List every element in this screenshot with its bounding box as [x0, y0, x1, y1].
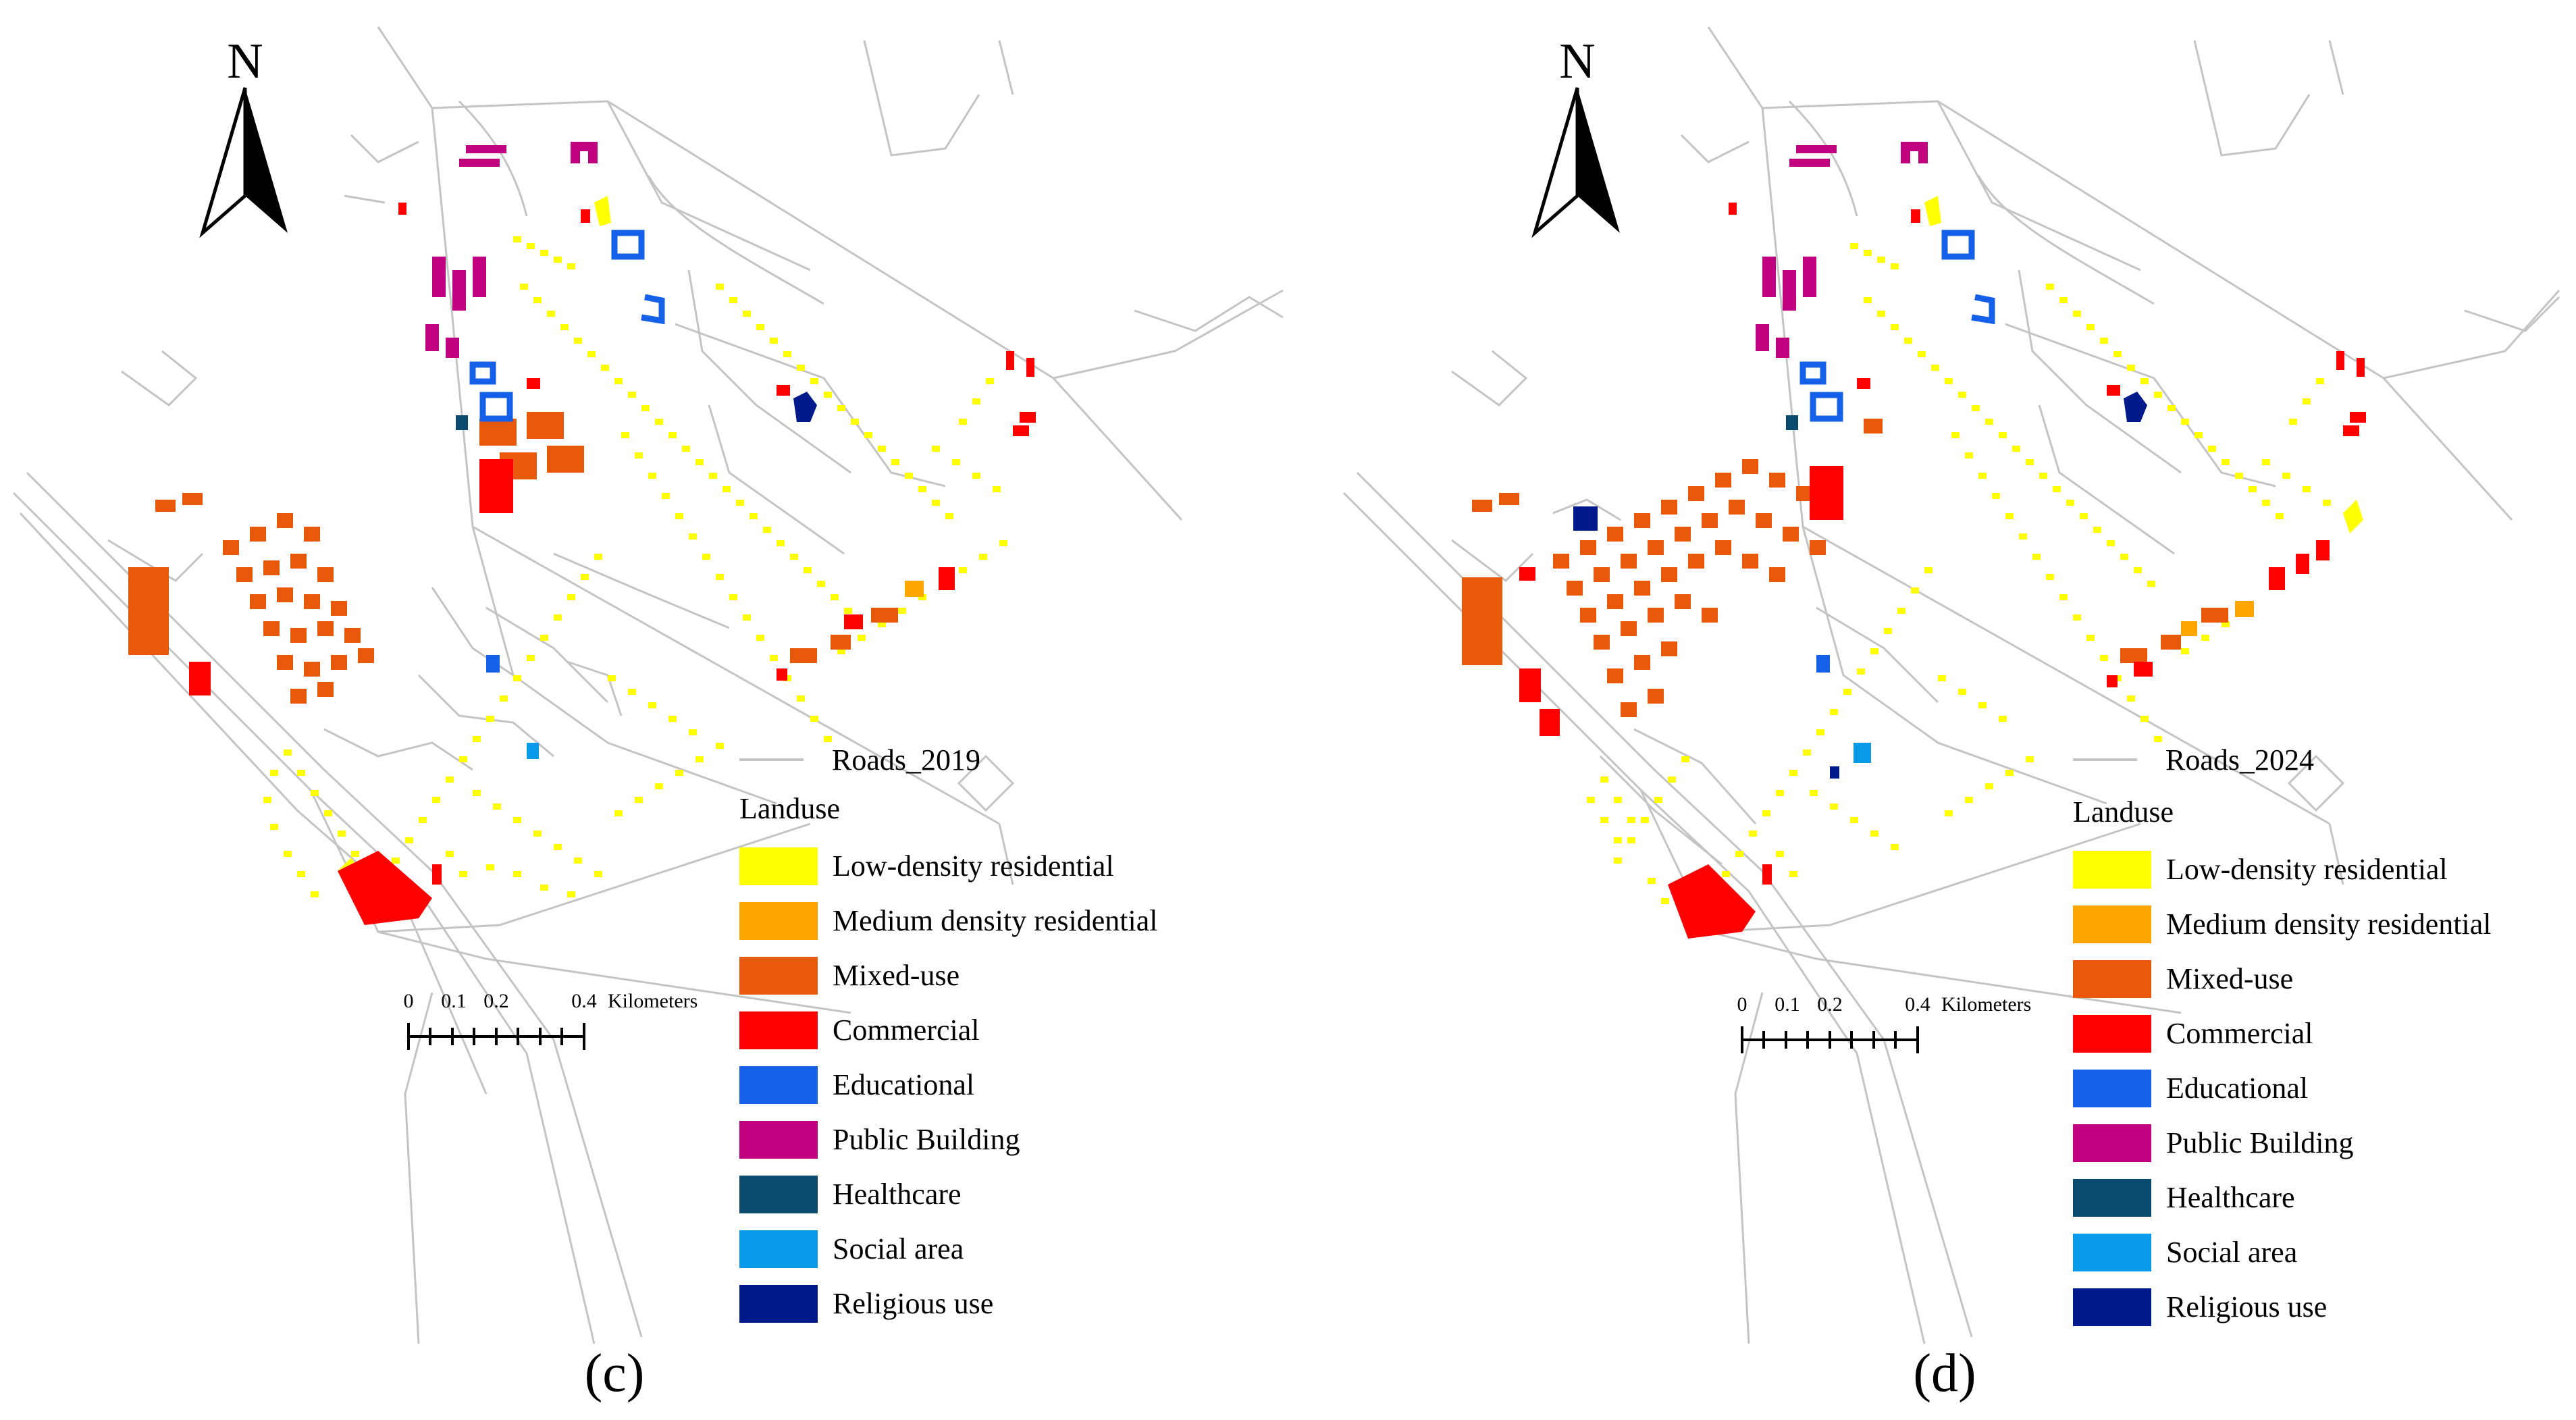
scale-bar-2024: 0 0.1 0.2 0.4 Kilometers	[1737, 993, 2031, 1053]
parcels-commercial	[189, 203, 1036, 925]
parcels-mixed-use	[128, 412, 898, 704]
landuse-parcels-2024	[1462, 142, 2366, 939]
roads-legend: Roads_2019	[739, 743, 980, 777]
roads-legend-label-2024: Roads_2024	[2165, 743, 2314, 777]
legend-swatch	[739, 1066, 818, 1104]
parcels-educational	[469, 230, 665, 422]
scale-bar: 0 0.1 0.2 0.4 Kilometers	[404, 990, 698, 1050]
parcels-social-area	[527, 743, 539, 759]
legend-label: Medium density residential	[2166, 908, 2491, 941]
scale-tick-3: 0.4	[571, 990, 597, 1012]
scale-tick-2-2024: 0.2	[1817, 993, 1843, 1016]
scale-unit-2024: Kilometers	[1941, 993, 2031, 1016]
legend-label: Religious use	[2166, 1290, 2327, 1323]
north-label: N	[227, 34, 263, 89]
map-panel-c: N Roads_2019 Landuse Low-density residen…	[12, 26, 1284, 1403]
landuse-legend-2024: Landuse Low-density residential Medium de…	[2073, 795, 2491, 1326]
parcels-low-density	[263, 196, 1007, 904]
legend-label: Medium density residential	[833, 904, 1157, 937]
scale-tick-0: 0	[404, 990, 414, 1012]
parcels-low-density-2024	[1587, 196, 2363, 904]
parcels-educational-solid-2024	[1816, 655, 1830, 673]
legend-label: Healthcare	[2166, 1181, 2295, 1214]
north-arrow: N	[199, 34, 288, 238]
legend-swatch	[2073, 1234, 2151, 1271]
legend-label: Healthcare	[833, 1178, 962, 1211]
legend-swatch	[2073, 851, 2151, 889]
landuse-legend: Landuse Low-density residential Medium de…	[739, 792, 1157, 1323]
legend-swatch	[739, 1011, 818, 1049]
legend-label: Commercial	[2166, 1017, 2313, 1050]
legend-title-2024: Landuse	[2073, 795, 2174, 829]
scale-tick-2: 0.2	[483, 990, 509, 1012]
legend-swatch	[2073, 1288, 2151, 1326]
legend-label: Religious use	[833, 1287, 993, 1320]
legend-title: Landuse	[739, 792, 840, 825]
parcels-mixed-use-2024	[1462, 419, 2228, 717]
scale-unit: Kilometers	[608, 990, 698, 1012]
legend-swatch	[739, 957, 818, 995]
road-network-2024	[1342, 26, 2560, 1344]
legend-swatch	[739, 1285, 818, 1323]
panel-label-d: (d)	[1913, 1344, 1976, 1403]
legend-swatch	[2073, 905, 2151, 943]
parcels-public-building-2024	[1756, 142, 1928, 358]
parcels-healthcare-2024	[1786, 415, 1798, 430]
parcels-social-area-2024	[1854, 743, 1871, 763]
roads-legend-label: Roads_2019	[832, 743, 980, 777]
legend-label: Educational	[2166, 1072, 2308, 1105]
legend-swatch	[739, 847, 818, 885]
legend-label: Mixed-use	[833, 959, 960, 992]
parcels-educational-solid	[486, 655, 500, 673]
legend-label: Commercial	[833, 1014, 980, 1047]
legend-label: Mixed-use	[2166, 962, 2293, 995]
north-label-2024: N	[1559, 34, 1595, 89]
legend-label: Low-density residential	[833, 849, 1114, 883]
legend-swatch	[2073, 960, 2151, 998]
parcels-public-building	[425, 142, 598, 358]
legend-swatch	[2073, 1015, 2151, 1053]
roads-legend-2024: Roads_2024	[2073, 743, 2314, 777]
scale-tick-0-2024: 0	[1737, 993, 1747, 1016]
legend-swatch	[739, 902, 818, 940]
legend-label: Low-density residential	[2166, 853, 2448, 886]
parcels-educational-2024	[1799, 230, 1995, 422]
parcels-healthcare	[456, 415, 468, 430]
parcels-religious-use	[793, 392, 817, 422]
scale-tick-1-2024: 0.1	[1775, 993, 1800, 1016]
panel-label-c: (c)	[585, 1344, 645, 1403]
north-arrow-2024: N	[1531, 34, 1620, 238]
landuse-parcels-2019	[128, 142, 1036, 925]
legend-swatch	[2073, 1124, 2151, 1162]
legend-swatch	[2073, 1070, 2151, 1107]
scale-tick-3-2024: 0.4	[1905, 993, 1930, 1016]
parcels-commercial-2024	[1519, 203, 2366, 939]
legend-swatch	[739, 1121, 818, 1159]
legend-swatch	[739, 1230, 818, 1268]
parcels-religious-use-2024	[1573, 392, 2147, 779]
map-panel-d: N Roads_2024 Landuse Low-density residen…	[1342, 26, 2560, 1403]
legend-label: Public Building	[2166, 1126, 2353, 1159]
legend-label: Public Building	[833, 1123, 1020, 1156]
legend-swatch	[739, 1176, 818, 1213]
legend-label: Educational	[833, 1068, 974, 1101]
parcels-medium-density-2024	[2181, 601, 2254, 636]
legend-label: Social area	[833, 1232, 964, 1265]
legend-swatch	[2073, 1179, 2151, 1217]
parcels-medium-density	[905, 581, 924, 597]
legend-label: Social area	[2166, 1236, 2297, 1269]
scale-tick-1: 0.1	[441, 990, 467, 1012]
